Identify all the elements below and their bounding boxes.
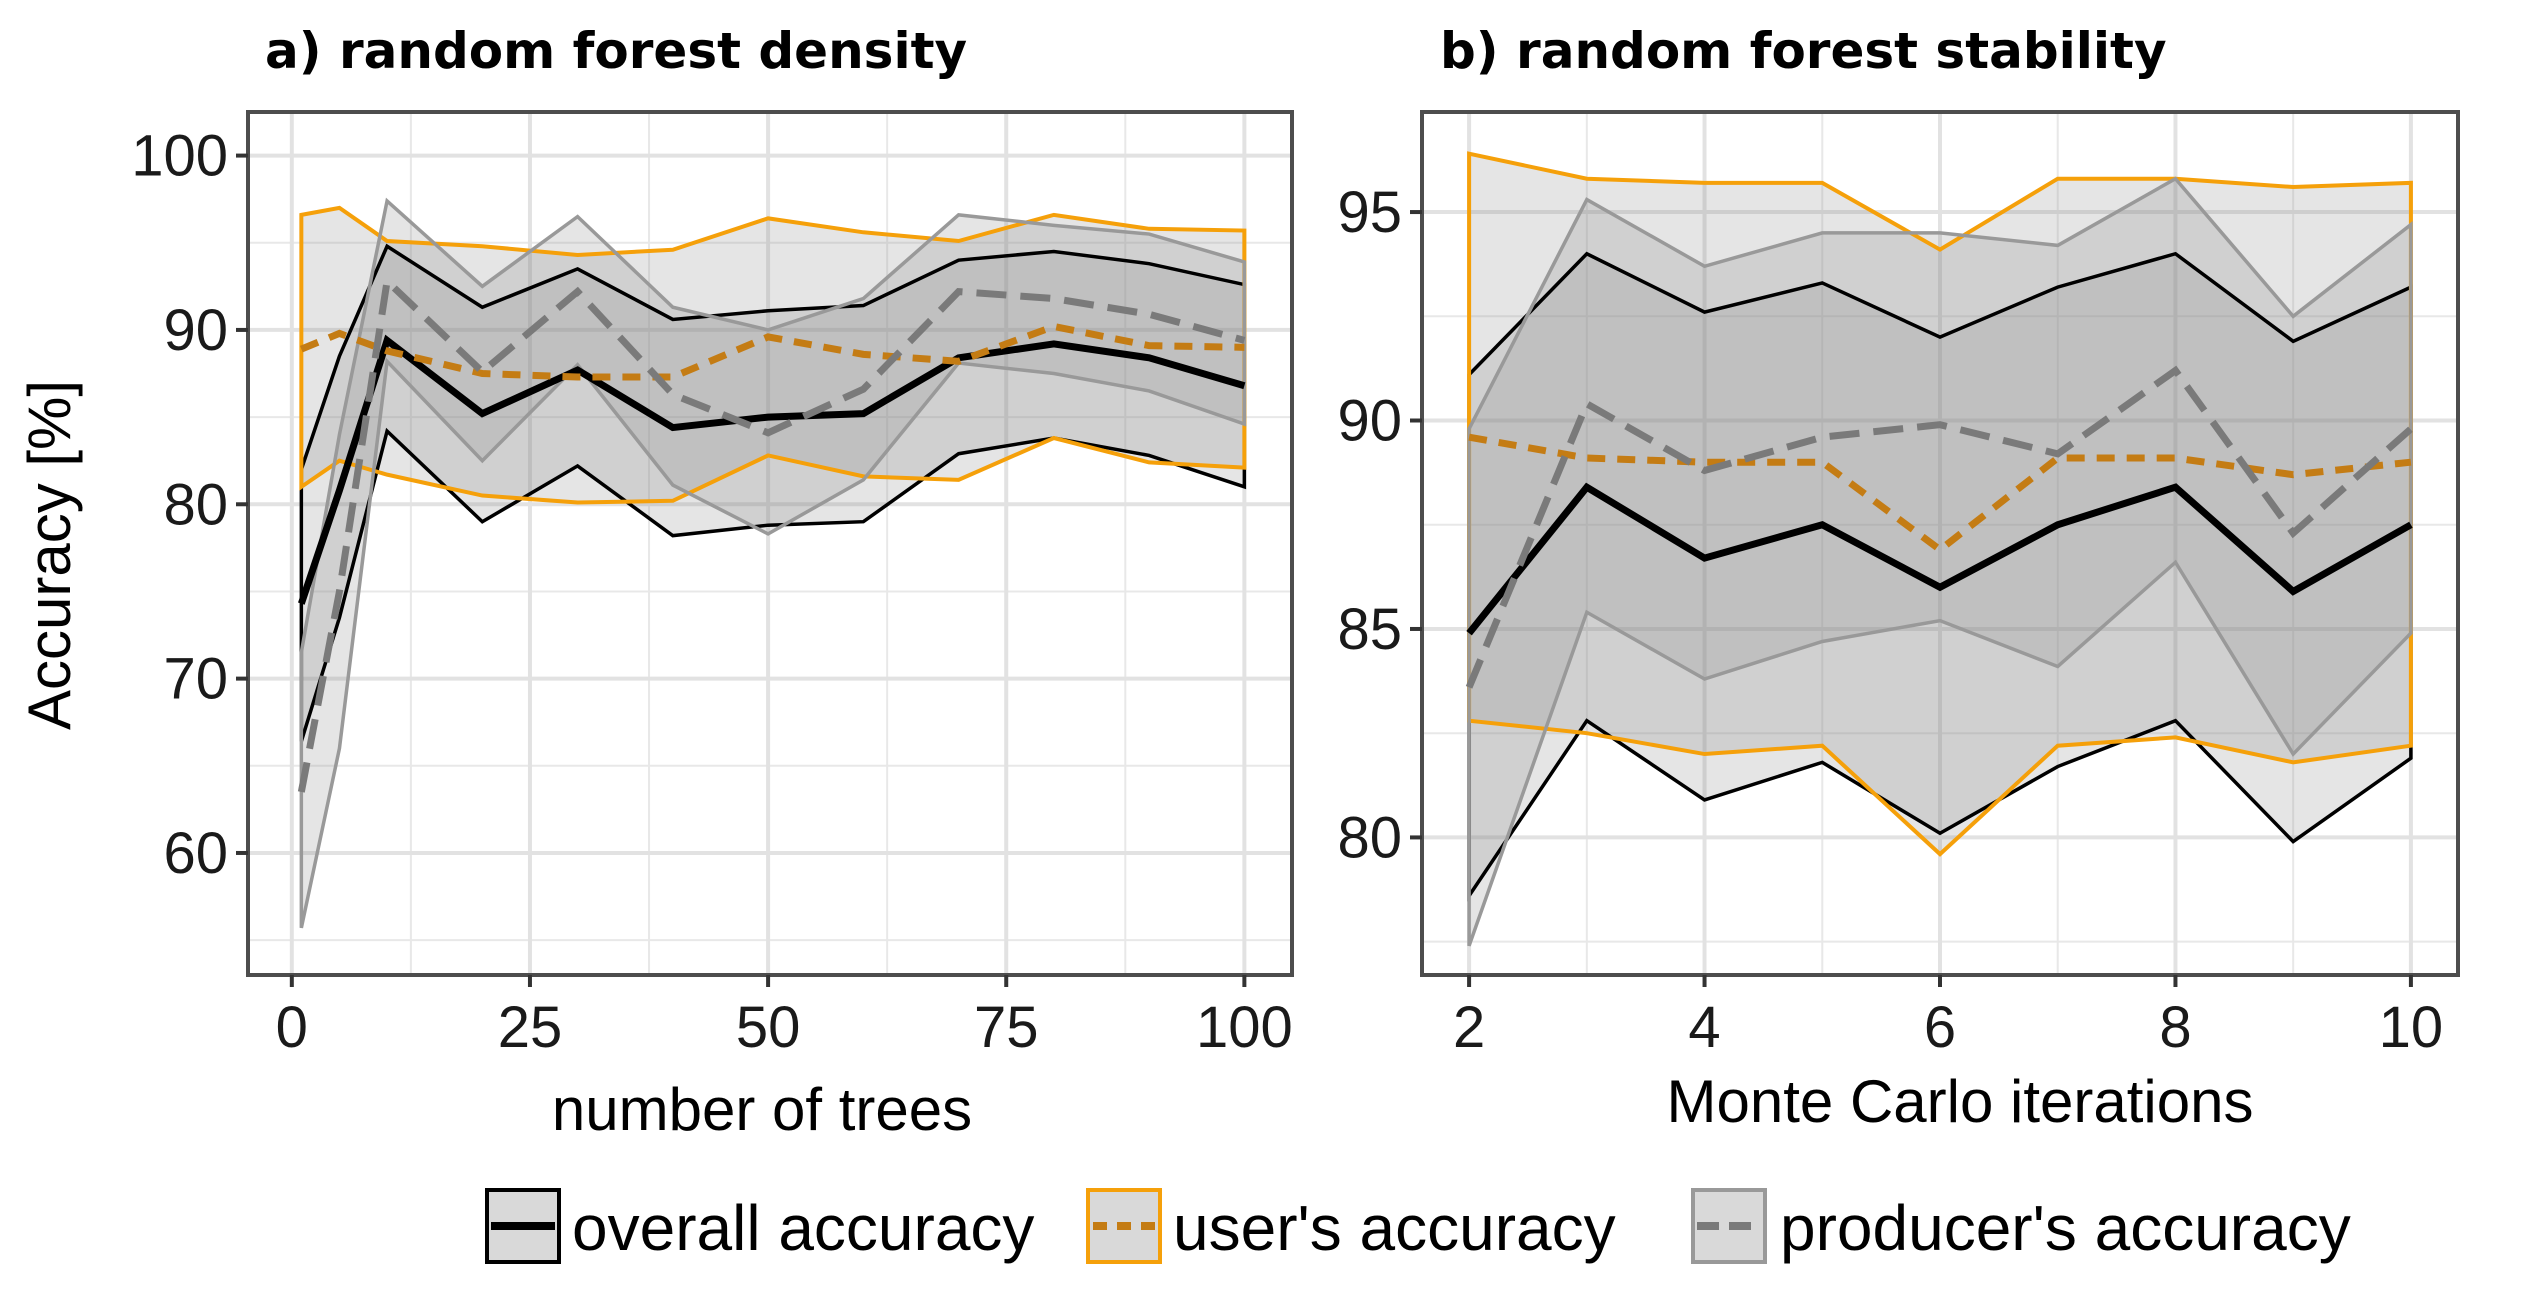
y-tick-label: 80 xyxy=(1337,805,1402,870)
x-tick-label: 75 xyxy=(974,995,1039,1060)
y-tick-label: 85 xyxy=(1337,597,1402,662)
x-tick-label: 25 xyxy=(498,995,563,1060)
y-tick-label: 90 xyxy=(163,298,228,363)
x-tick-label: 2 xyxy=(1453,995,1485,1060)
overall-band-edge xyxy=(299,243,1247,742)
legend-label-users: user's accuracy xyxy=(1173,1192,1616,1264)
overall-band xyxy=(1469,253,2411,896)
overall-band-edge xyxy=(1467,251,2413,902)
x-tick-label: 4 xyxy=(1688,995,1720,1060)
panel-a-plot-area: 0 25 50 75 100 60 70 80 90 100 xyxy=(131,110,1294,1060)
x-tick-label: 10 xyxy=(2379,995,2444,1060)
legend-item-producers: producer's accuracy xyxy=(1691,1188,2351,1264)
producers-mean-line xyxy=(1465,365,2414,689)
x-tick-label: 8 xyxy=(2159,995,2191,1060)
x-tick-label: 6 xyxy=(1924,995,1956,1060)
panel-a-density: a) random forest density 0 25 50 75 100 60 70 8… xyxy=(16,22,1294,1143)
producers-mean-line xyxy=(297,273,1246,793)
legend-item-overall: overall accuracy xyxy=(485,1188,1034,1264)
legend-label-producers: producer's accuracy xyxy=(1780,1192,2351,1264)
y-tick-label: 90 xyxy=(1337,389,1402,454)
x-tick-label: 50 xyxy=(736,995,801,1060)
overall-mean-line xyxy=(298,334,1246,605)
users-band xyxy=(301,207,1245,503)
users-band-edge xyxy=(299,205,1247,505)
users-mean-line xyxy=(300,322,1245,381)
users-band-edge xyxy=(1467,151,2413,857)
legend: overall accuracy user's accuracy produce… xyxy=(485,1188,2351,1264)
panel-b-plot-area: 2 4 6 8 10 80 85 90 95 xyxy=(1337,110,2460,1060)
panel-b-stability: b) random forest stability 2 4 6 8 10 80 85 90 9… xyxy=(1337,22,2460,1135)
panel-a-title: a) random forest density xyxy=(265,22,967,80)
panel-b-title: b) random forest stability xyxy=(1440,22,2167,80)
panel-a-x-axis-title: number of trees xyxy=(552,1076,972,1143)
y-tick-label: 80 xyxy=(163,472,228,537)
x-tick-label: 100 xyxy=(1196,995,1293,1060)
producers-band xyxy=(301,200,1245,928)
legend-label-overall: overall accuracy xyxy=(572,1192,1034,1264)
legend-item-users: user's accuracy xyxy=(1086,1188,1616,1264)
overall-mean-line xyxy=(1466,482,2413,636)
y-tick-label: 95 xyxy=(1337,180,1402,245)
y-tick-label: 100 xyxy=(131,124,228,189)
y-tick-label: 70 xyxy=(163,647,228,712)
panel-b-x-axis-title: Monte Carlo iterations xyxy=(1667,1068,2254,1135)
producers-band-edge xyxy=(299,197,1247,929)
panel-a-y-axis-title: Accuracy [%] xyxy=(16,380,83,730)
y-tick-label: 60 xyxy=(163,821,228,886)
producers-band-edge xyxy=(1467,176,2413,947)
users-mean-line xyxy=(1468,433,2412,555)
x-tick-label: 0 xyxy=(276,995,308,1060)
